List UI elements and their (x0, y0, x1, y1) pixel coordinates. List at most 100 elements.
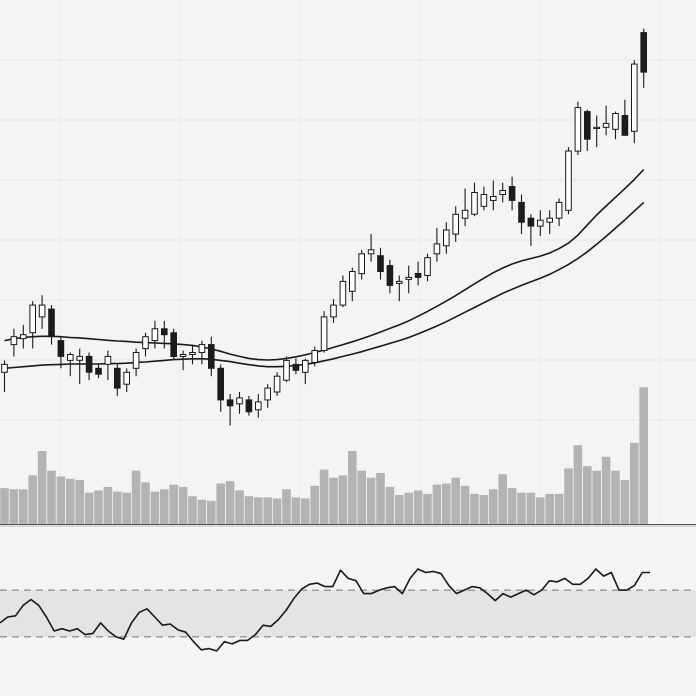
volume-bar-50 (470, 493, 479, 524)
volume-bar-66 (620, 480, 630, 524)
candle-body-38 (358, 253, 365, 275)
candle-body-64 (602, 122, 610, 128)
candle-body-14 (132, 352, 140, 369)
volume-bar-61 (573, 445, 583, 524)
candle-51 (480, 186, 488, 211)
candle-body-20 (189, 352, 196, 355)
candle-body-2 (20, 334, 27, 340)
volume-bar-55 (517, 492, 526, 524)
candle-5 (48, 305, 55, 345)
candle-23 (217, 364, 224, 412)
candle-1 (10, 328, 18, 357)
candle-15 (142, 332, 149, 357)
volume-bar-65 (611, 470, 620, 524)
candle-body-40 (377, 255, 384, 272)
price-candles (1, 28, 648, 426)
volume-bar-36 (338, 475, 348, 524)
candle-body-41 (386, 265, 394, 286)
volume-bar-56 (526, 492, 536, 524)
candle-62 (584, 109, 591, 152)
volume-bar-17 (160, 489, 169, 525)
candle-body-60 (565, 150, 572, 211)
volume-bar-41 (385, 486, 395, 524)
candle-body-7 (67, 354, 74, 361)
candle-body-59 (555, 201, 563, 219)
volume-bar-67 (630, 442, 639, 524)
candle-37 (349, 267, 356, 302)
volume-bar-62 (583, 466, 592, 524)
candle-body-32 (302, 359, 309, 373)
candle-body-36 (339, 280, 347, 306)
candle-body-42 (396, 280, 403, 284)
candle-66 (621, 99, 629, 136)
candle-21 (198, 340, 206, 365)
candle-body-19 (179, 354, 187, 357)
volume-bar-12 (113, 491, 122, 524)
candle-body-17 (161, 328, 168, 336)
candle-body-47 (443, 229, 450, 247)
volume-bar-37 (348, 451, 357, 524)
candle-19 (179, 350, 187, 371)
candle-46 (433, 228, 441, 262)
volume-bar-19 (178, 486, 188, 524)
candle-39 (367, 234, 375, 262)
candle-36 (339, 275, 347, 308)
volume-bar-24 (225, 481, 235, 524)
volume-bar-39 (366, 477, 376, 524)
candle-50 (471, 182, 478, 217)
candle-body-67 (631, 63, 638, 132)
candle-54 (508, 176, 516, 211)
candle-25 (236, 392, 243, 414)
volume-bar-64 (601, 456, 611, 524)
candle-body-24 (226, 399, 234, 407)
candle-11 (104, 350, 112, 381)
volume-bar-20 (188, 496, 197, 524)
candle-body-57 (537, 219, 544, 227)
candle-body-4 (38, 304, 46, 318)
volume-bar-2 (19, 489, 28, 525)
volume-bar-27 (254, 497, 263, 524)
volume-bar-25 (235, 490, 244, 524)
candle-body-56 (527, 217, 535, 227)
volume-bar-7 (66, 478, 75, 524)
candle-56 (527, 214, 535, 246)
candle-13 (123, 368, 131, 392)
candle-body-46 (433, 243, 441, 255)
candle-55 (518, 194, 525, 234)
volume-bar-31 (291, 497, 301, 524)
volume-bar-45 (423, 493, 432, 524)
candle-4 (38, 295, 46, 329)
candle-body-15 (142, 336, 149, 350)
candle-41 (386, 259, 394, 294)
volume-bar-29 (272, 498, 282, 524)
candle-17 (161, 320, 168, 349)
volume-bar-4 (37, 451, 47, 524)
candle-18 (170, 328, 177, 361)
volume-bar-26 (244, 496, 254, 524)
candle-7 (67, 352, 74, 377)
candle-body-68 (640, 32, 648, 73)
oscillator-panel (0, 568, 696, 652)
candle-body-35 (330, 304, 337, 318)
candle-3 (29, 301, 36, 349)
candle-0 (1, 360, 8, 392)
candle-53 (499, 182, 506, 203)
volume-bar-1 (9, 489, 19, 525)
candle-body-10 (95, 367, 102, 375)
candle-8 (76, 348, 84, 385)
volume-bar-8 (75, 480, 84, 524)
volume-bar-48 (451, 477, 460, 524)
candle-body-1 (10, 336, 18, 346)
candle-64 (602, 105, 610, 136)
candle-body-0 (1, 363, 8, 373)
volume-bar-14 (131, 470, 141, 524)
volume-bar-34 (319, 469, 329, 524)
volume-bar-11 (103, 486, 113, 524)
candle-body-12 (114, 367, 121, 389)
volume-bar-6 (56, 476, 66, 524)
volume-bar-5 (47, 470, 56, 524)
candle-body-49 (461, 209, 469, 219)
candle-49 (461, 188, 469, 227)
candle-body-65 (612, 113, 619, 130)
candle-31 (292, 358, 300, 375)
